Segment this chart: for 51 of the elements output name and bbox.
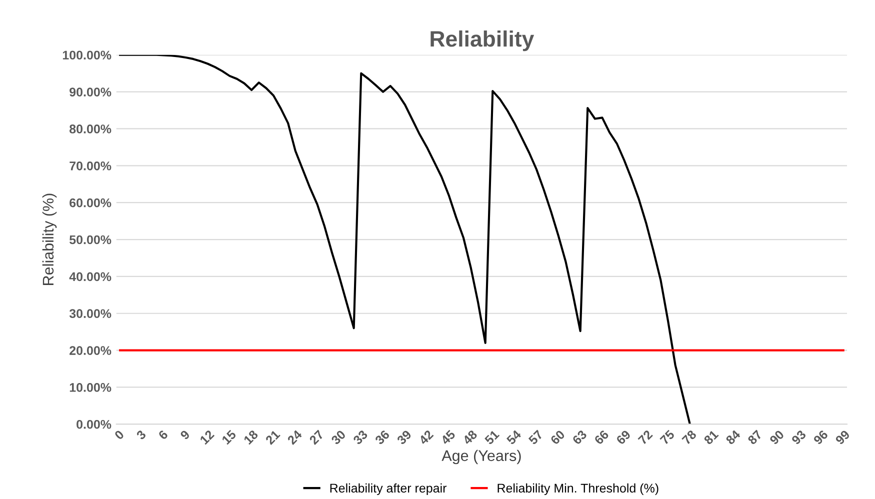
x-tick-label: 51 xyxy=(484,430,500,446)
x-tick-label: 84 xyxy=(725,429,741,446)
x-tick-label: 24 xyxy=(286,429,303,445)
x-tick-label: 0 xyxy=(114,430,124,440)
y-tick-label: 60.00% xyxy=(70,198,112,208)
y-tick-label: 20.00% xyxy=(70,346,112,355)
x-tick-label: 54 xyxy=(506,429,522,446)
x-tick-label: 81 xyxy=(703,429,719,446)
chart-title: Reliability xyxy=(430,30,534,52)
x-tick-label: 63 xyxy=(572,430,588,446)
y-tick-label: 10.00% xyxy=(70,383,112,392)
y-tick-label: 40.00% xyxy=(69,272,112,282)
x-tick-label: 9 xyxy=(180,430,190,440)
x-tick-label: 27 xyxy=(308,430,324,445)
x-tick-label: 39 xyxy=(396,430,412,446)
y-tick-label: 50.00% xyxy=(70,235,112,244)
x-tick-label: 33 xyxy=(352,430,368,446)
x-tick-label: 12 xyxy=(199,430,215,445)
y-tick-label: 70.00% xyxy=(70,161,112,170)
y-tick-label: 100.00% xyxy=(62,50,112,60)
x-tick-label: 78 xyxy=(681,430,697,445)
x-tick-label: 90 xyxy=(769,430,785,446)
x-tick-label: 87 xyxy=(747,430,763,446)
x-tick-label: 18 xyxy=(243,430,259,445)
y-tick-label: 90.00% xyxy=(70,88,112,96)
x-tick-label: 3 xyxy=(136,430,146,440)
x-tick-label: 66 xyxy=(594,430,610,446)
legend-label: Reliability after repair xyxy=(330,483,447,496)
x-tick-label: 36 xyxy=(374,430,390,446)
x-tick-label: 6 xyxy=(158,430,168,440)
x-tick-label: 96 xyxy=(812,430,828,446)
y-tick-label: 80.00% xyxy=(70,124,112,134)
x-tick-label: 30 xyxy=(330,430,346,446)
x-tick-label: 15 xyxy=(221,430,237,445)
x-tick-label: 45 xyxy=(440,430,456,446)
x-tick-label: 99 xyxy=(834,430,850,446)
x-tick-label: 72 xyxy=(638,430,653,445)
y-tick-label: 0.00% xyxy=(76,420,112,429)
x-tick-label: 21 xyxy=(264,429,280,445)
x-tick-label: 48 xyxy=(462,430,478,446)
x-tick-label: 75 xyxy=(660,430,676,445)
x-tick-label: 93 xyxy=(791,430,806,446)
y-axis-title: Reliability (%) xyxy=(42,194,57,285)
x-axis-title: Age (Years) xyxy=(442,450,521,464)
x-tick-label: 57 xyxy=(528,430,544,446)
line-series xyxy=(118,54,691,424)
legend-label: Reliability Min. Threshold (%) xyxy=(498,483,658,496)
x-tick-label: 69 xyxy=(616,430,632,446)
y-tick-label: 30.00% xyxy=(69,309,112,318)
x-tick-label: 42 xyxy=(418,430,434,446)
x-tick-label: 60 xyxy=(550,430,566,446)
